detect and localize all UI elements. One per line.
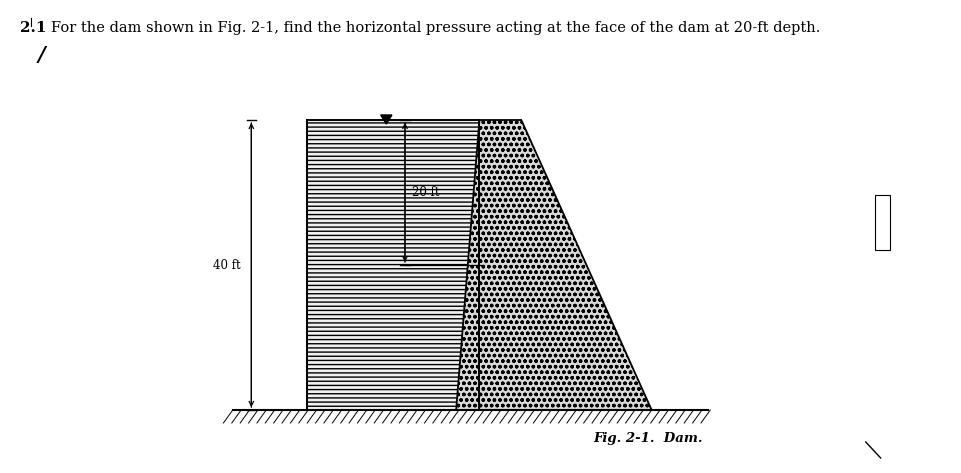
Text: /: /: [37, 45, 45, 65]
Bar: [875, 195, 889, 250]
Text: 2.1: 2.1: [20, 21, 47, 35]
Text: For the dam shown in Fig. 2-1, find the horizontal pressure acting at the face o: For the dam shown in Fig. 2-1, find the …: [51, 21, 820, 35]
Text: 20 ft: 20 ft: [412, 186, 439, 199]
Polygon shape: [307, 120, 479, 410]
Polygon shape: [456, 120, 651, 410]
Polygon shape: [381, 115, 391, 124]
Text: Fig. 2-1.  Dam.: Fig. 2-1. Dam.: [593, 432, 702, 445]
Text: 40 ft: 40 ft: [212, 259, 240, 272]
